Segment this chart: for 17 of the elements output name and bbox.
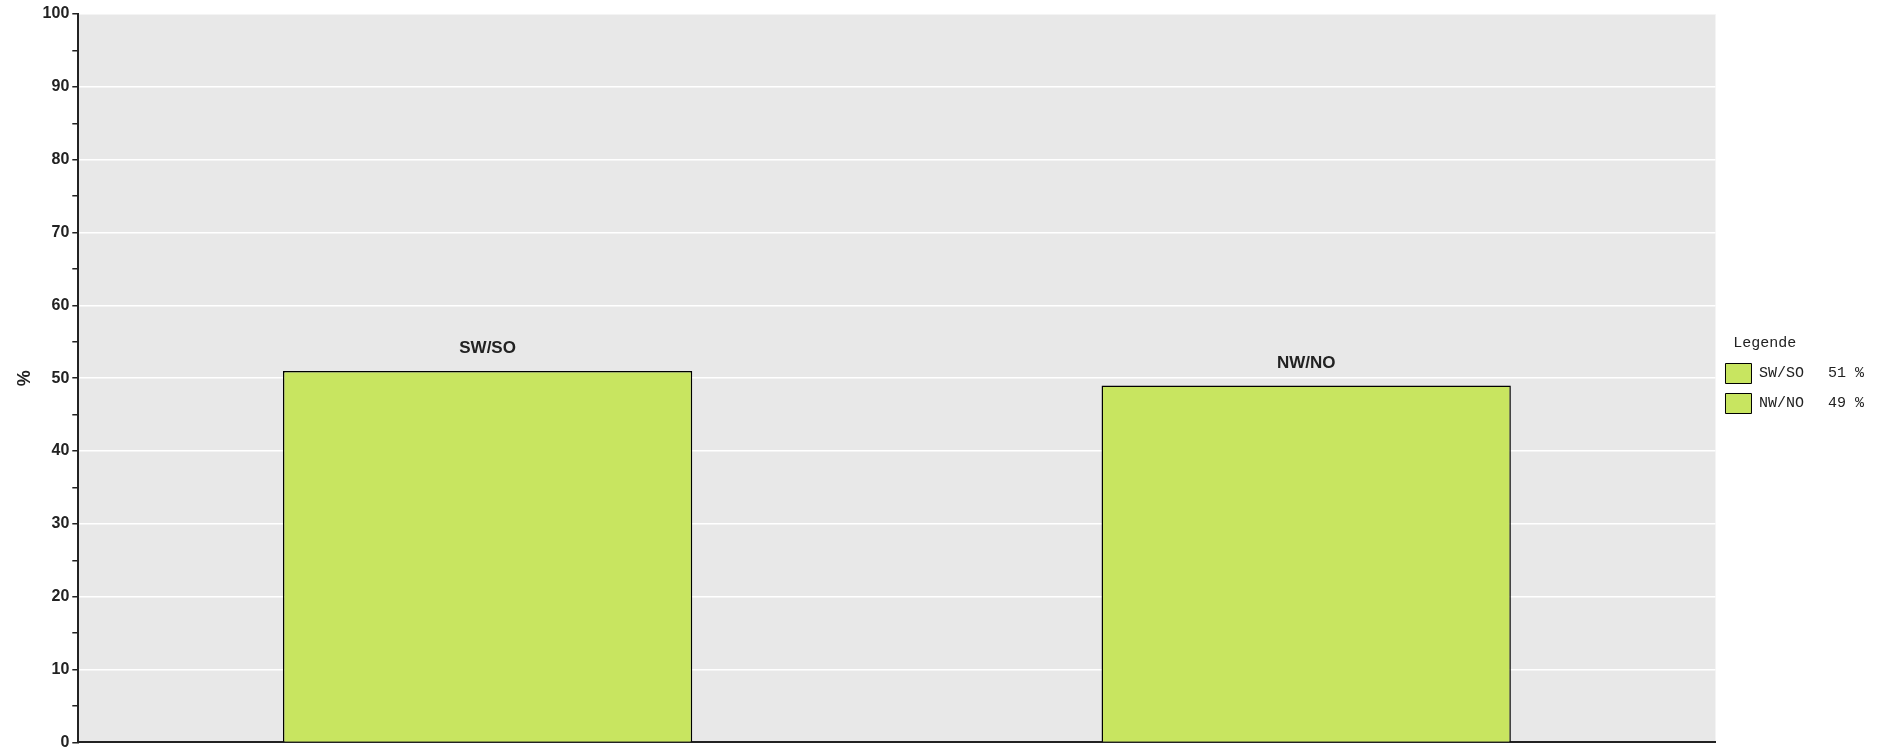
y-axis-title: % bbox=[13, 370, 34, 387]
y-tick-label: 70 bbox=[51, 222, 70, 240]
y-tick-label: 80 bbox=[51, 150, 70, 168]
y-tick-label: 50 bbox=[51, 368, 70, 386]
y-tick-label: 10 bbox=[51, 659, 70, 677]
legend-title: Legende bbox=[1733, 334, 1797, 352]
legend-label: NW/NO bbox=[1758, 395, 1805, 413]
text: 49 % bbox=[1828, 395, 1865, 413]
text: 51 % bbox=[1828, 365, 1865, 383]
y-tick-label: 60 bbox=[51, 295, 70, 313]
y-tick-label: 40 bbox=[51, 441, 70, 459]
y-tick-label: 0 bbox=[60, 732, 70, 750]
y-tick-label: 20 bbox=[51, 587, 70, 605]
y-tick-label: 30 bbox=[51, 514, 70, 532]
y-tick-label: 90 bbox=[51, 77, 70, 95]
y-tick-label: 100 bbox=[42, 4, 70, 22]
legend-label: SW/SO bbox=[1758, 365, 1805, 383]
